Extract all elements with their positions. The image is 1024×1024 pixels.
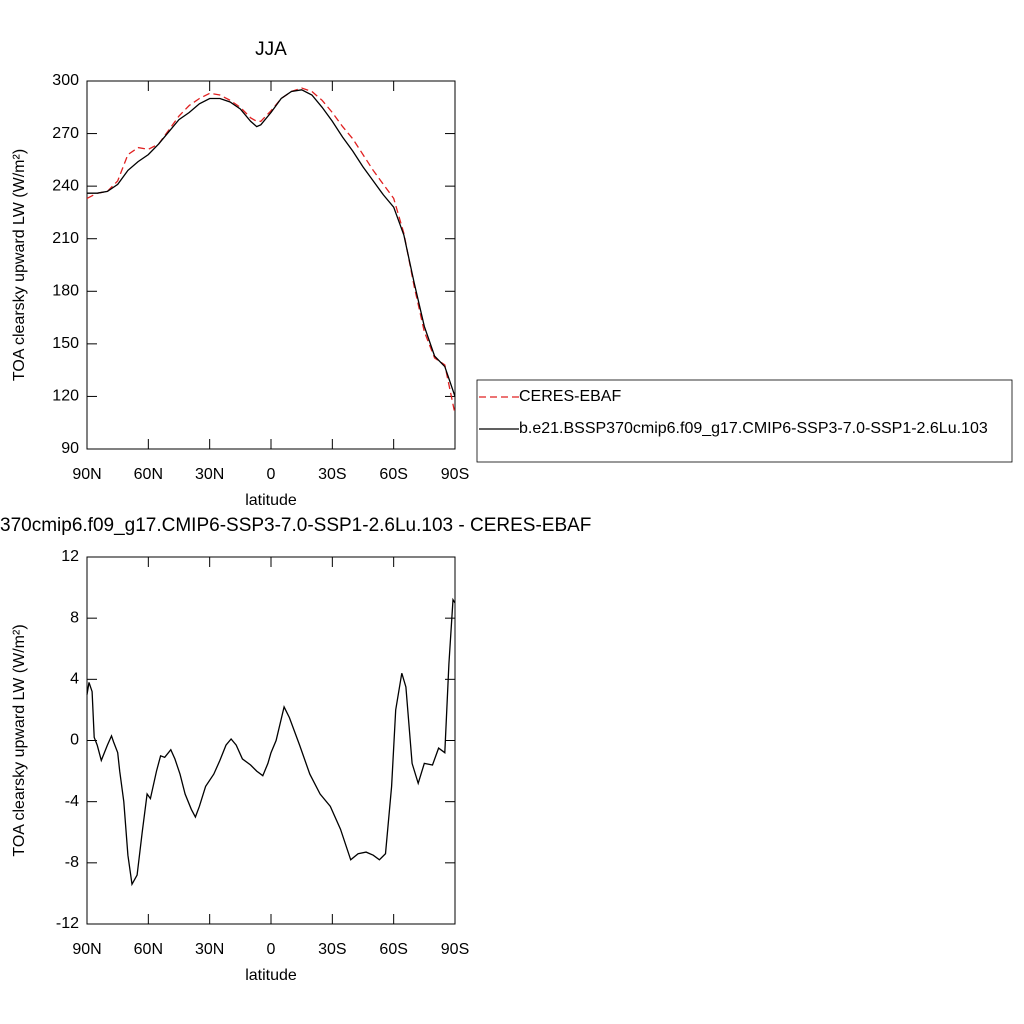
x-tick-label: 30S (318, 466, 346, 483)
y-tick-label: 12 (61, 548, 79, 565)
chart-title: 370cmip6.f09_g17.CMIP6-SSP3-7.0-SSP1-2.6… (0, 515, 591, 536)
x-axis-label: latitude (245, 492, 297, 509)
x-tick-label: 30S (318, 941, 346, 958)
y-tick-label: 150 (52, 335, 79, 352)
x-tick-label: 60N (134, 466, 163, 483)
y-tick-label: -4 (65, 793, 79, 810)
x-tick-label: 60S (379, 941, 407, 958)
y-tick-label: 270 (52, 125, 79, 142)
y-axis-label: TOA clearsky upward LW (W/m²) (11, 149, 28, 381)
x-axis-label: latitude (245, 967, 297, 984)
y-tick-label: 8 (70, 609, 79, 626)
y-tick-label: -8 (65, 854, 79, 871)
data-line (86, 597, 456, 887)
y-tick-label: -12 (56, 915, 79, 932)
legend-label: b.e21.BSSP370cmip6.f09_g17.CMIP6-SSP3-7.… (519, 420, 988, 437)
x-tick-label: 90N (72, 941, 101, 958)
y-tick-label: 0 (70, 732, 79, 749)
y-tick-label: 180 (52, 283, 79, 300)
x-tick-label: 30N (195, 466, 224, 483)
x-tick-label: 30N (195, 941, 224, 958)
y-axis-label: TOA clearsky upward LW (W/m²) (11, 624, 28, 856)
data-line (86, 87, 456, 415)
x-tick-label: 60N (134, 941, 163, 958)
x-tick-label: 0 (267, 941, 276, 958)
y-tick-label: 4 (70, 671, 79, 688)
x-tick-label: 60S (379, 466, 407, 483)
chart-title: JJA (255, 39, 287, 60)
y-tick-label: 210 (52, 230, 79, 247)
y-tick-label: 90 (61, 440, 79, 457)
x-tick-label: 90S (441, 941, 469, 958)
plot-frame (86, 556, 456, 925)
y-tick-label: 120 (52, 388, 79, 405)
x-tick-label: 0 (267, 466, 276, 483)
legend-label: CERES-EBAF (519, 388, 621, 405)
y-tick-label: 240 (52, 177, 79, 194)
data-line (87, 89, 456, 397)
plot-frame (86, 80, 456, 450)
legend-box (476, 379, 1013, 463)
y-tick-label: 300 (52, 72, 79, 89)
x-tick-label: 90N (72, 466, 101, 483)
x-tick-label: 90S (441, 466, 469, 483)
